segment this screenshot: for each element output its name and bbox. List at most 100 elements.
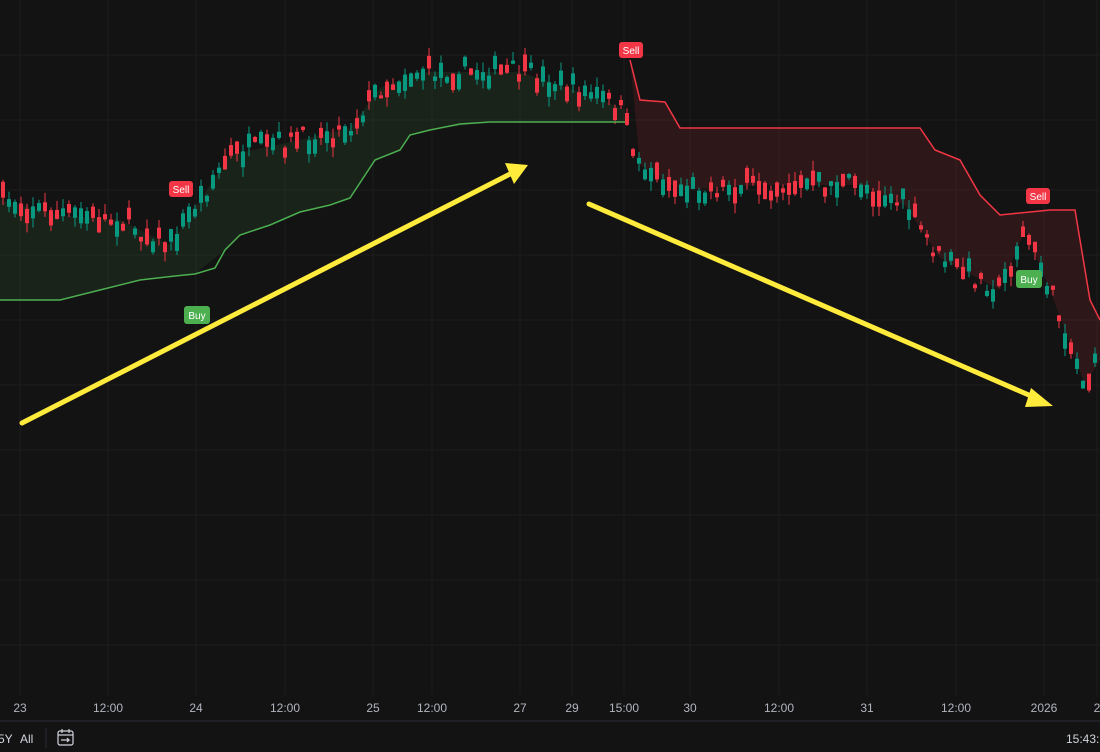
candle-body [181, 213, 185, 227]
candle-body [49, 210, 53, 226]
candle-body [25, 208, 29, 224]
buy-tag [1016, 270, 1042, 288]
candle-body [439, 62, 443, 78]
candle-body [649, 167, 653, 182]
arrow-head [505, 163, 528, 184]
candle-body [1009, 266, 1013, 277]
arrows [19, 163, 1053, 426]
candle-body [967, 258, 971, 272]
candle-body [715, 193, 719, 198]
candle-body [643, 169, 647, 180]
candle-body [907, 209, 911, 221]
candle-body [859, 184, 863, 198]
candle-body [517, 74, 521, 82]
candle-body [451, 73, 455, 91]
candle-body [115, 221, 119, 237]
candle-body [1057, 315, 1061, 322]
candle-body [775, 182, 779, 197]
x-tick-label: 2026 [1031, 701, 1058, 715]
candle-body [1051, 285, 1055, 290]
candle-body [463, 56, 467, 67]
candle-body [817, 171, 821, 182]
candle-body [727, 184, 731, 195]
candle-body [169, 229, 173, 242]
range-button[interactable]: All [20, 732, 33, 746]
candle-body [535, 78, 539, 93]
candle-body [619, 100, 623, 106]
candle-body [283, 147, 287, 158]
candle-body [565, 86, 569, 102]
candle-body [187, 206, 191, 223]
candle-body [667, 176, 671, 191]
candle-body [421, 68, 425, 81]
candle-body [697, 190, 701, 203]
candle-body [265, 134, 269, 147]
supertrend-down [629, 59, 1100, 321]
candle-body [499, 64, 503, 75]
candle-body [313, 139, 317, 154]
sell-label: Sell [173, 185, 190, 196]
candle-body [409, 73, 413, 87]
candle-body [685, 185, 689, 203]
signal-tags: Sell Buy Sell Sell Buy [169, 42, 1050, 324]
candle-body [709, 182, 713, 192]
x-tick-label: 15:00 [609, 701, 639, 715]
candle-body [163, 242, 167, 253]
candle-body [895, 202, 899, 206]
candle-body [583, 85, 587, 97]
candle-body [337, 125, 341, 130]
candle-body [373, 84, 377, 98]
candle-body [211, 174, 215, 189]
candle-body [1039, 262, 1043, 277]
candle-body [85, 211, 89, 224]
candle-body [349, 131, 353, 136]
candle-body [523, 54, 527, 72]
candle-body [781, 188, 785, 193]
x-tick-label: 24 [189, 701, 203, 715]
candle-body [61, 208, 65, 217]
candle-body [793, 181, 797, 195]
buy-label: Buy [1020, 275, 1037, 286]
candle-body [961, 266, 965, 280]
date-range-icon[interactable] [57, 729, 74, 746]
candle-body [673, 180, 677, 197]
candle-body [1093, 353, 1097, 363]
candle-body [91, 206, 95, 218]
sell-label: Sell [1030, 192, 1047, 203]
candle-body [247, 133, 251, 148]
candle-body [997, 277, 1001, 286]
candle-body [1087, 373, 1091, 391]
candle-body [853, 175, 857, 189]
x-tick-label: 25 [366, 701, 380, 715]
candle-body [1003, 268, 1007, 283]
candle-body [109, 219, 113, 225]
candle-body [121, 223, 125, 231]
candle-body [1081, 380, 1085, 389]
candle-body [199, 185, 203, 203]
candle-body [589, 92, 593, 99]
candle-body [7, 199, 11, 207]
candle-body [277, 131, 281, 138]
range-button[interactable]: 5Y [0, 732, 13, 746]
candle-body [661, 179, 665, 196]
candle-body [607, 92, 611, 99]
candle-body [229, 145, 233, 156]
candle-body [823, 187, 827, 197]
candle-body [481, 72, 485, 81]
candle-body [361, 115, 365, 123]
buy-tag [184, 306, 210, 324]
candle-body [139, 236, 143, 242]
candle-body [745, 168, 749, 183]
candle-body [1075, 358, 1079, 369]
candle-body [319, 127, 323, 138]
candle-body [79, 208, 83, 224]
x-axis: 23 12:00 24 12:00 25 12:00 27 29 15:00 30 12:00 31 1… [13, 701, 1100, 715]
candle-body [127, 207, 131, 220]
downtrend-fill [630, 60, 1100, 385]
x-tick-label: 29 [565, 701, 579, 715]
candle-body [979, 273, 983, 279]
candle-body [799, 175, 803, 188]
candle-body [325, 131, 329, 144]
